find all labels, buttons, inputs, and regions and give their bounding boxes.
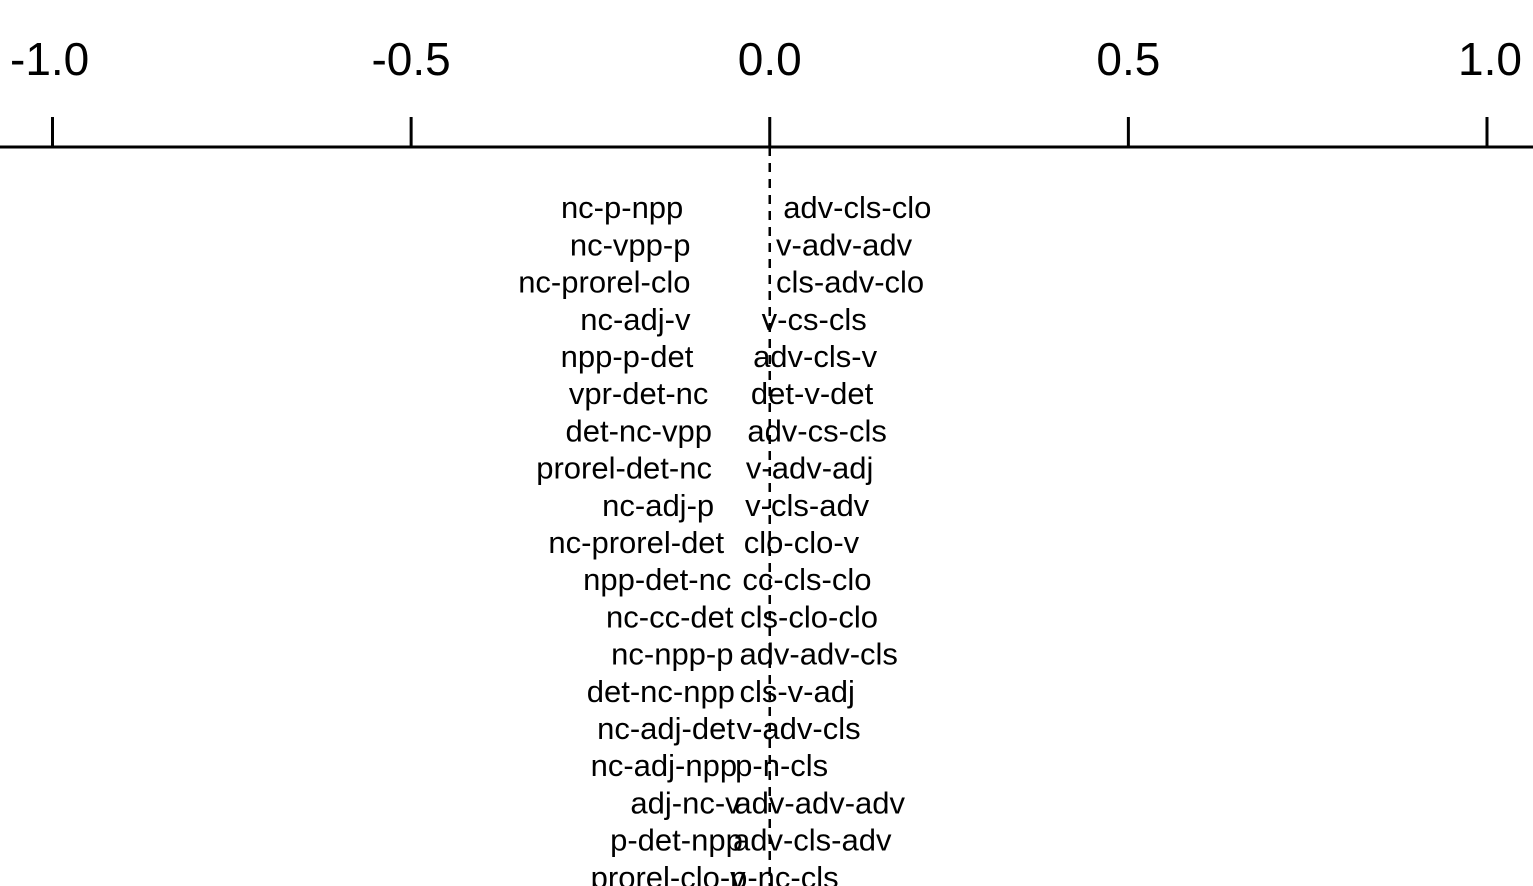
negative-word-label: npp-det-nc [583,562,731,597]
positive-word-label: adv-adv-adv [734,785,905,820]
negative-word-label: p-det-npp [610,823,743,858]
negative-labels: nc-p-nppnc-vpp-pnc-prorel-clonc-adj-vnpp… [518,190,746,886]
negative-word-label: nc-adj-v [580,302,691,337]
positive-word-label: cls-v-adj [739,674,854,709]
negative-word-label: prorel-det-nc [536,451,712,486]
x-tick-label: 0.0 [738,33,802,85]
x-axis-ticks: -1.0 -0.5 0.0 0.5 1.0 [10,33,1522,147]
x-tick-label: 0.5 [1096,33,1160,85]
positive-word-label: v-adv-adj [746,451,874,486]
positive-word-label: adv-adv-cls [739,637,898,672]
positive-word-label: adv-cls-adv [733,823,892,858]
positive-word-label: p-n-cls [735,748,828,783]
positive-word-label: v-cls-adv [745,488,870,523]
negative-word-label: det-nc-vpp [566,413,712,448]
positive-labels: adv-cls-clov-adv-advcls-adv-clov-cs-clsa… [730,190,931,886]
negative-word-label: nc-p-npp [561,190,683,225]
negative-word-label: nc-adj-p [602,488,714,523]
negative-word-label: nc-cc-det [606,599,734,634]
positive-word-label: cls-adv-clo [776,265,924,300]
positive-word-label: cc-cls-clo [742,562,871,597]
negative-word-label: nc-prorel-det [548,525,724,560]
negative-word-label: vpr-det-nc [569,376,709,411]
negative-word-label: nc-vpp-p [570,227,691,262]
negative-word-label: det-nc-npp [587,674,735,709]
positive-word-label: det-v-det [751,376,874,411]
negative-word-label: nc-npp-p [611,637,733,672]
positive-word-label: p-nc-cls [730,860,839,886]
x-tick-label: 1.0 [1458,33,1522,85]
positive-word-label: v-adv-adv [776,227,913,262]
x-tick-label: -1.0 [10,33,89,85]
negative-word-label: nc-prorel-clo [518,265,690,300]
negative-word-label: nc-adj-det [597,711,735,746]
negative-word-label: npp-p-det [561,339,694,374]
positive-word-label: v-cs-cls [762,302,867,337]
positive-word-label: adv-cs-cls [747,413,887,448]
x-tick-label: -0.5 [371,33,450,85]
positive-word-label: clo-clo-v [744,525,860,560]
positive-word-label: v-adv-cls [737,711,861,746]
positive-word-label: cls-clo-clo [740,599,878,634]
negative-word-label: nc-adj-npp [591,748,737,783]
negative-word-label: prorel-clo-v [591,860,747,886]
positive-word-label: adv-cls-clo [783,190,931,225]
positive-word-label: adv-cls-v [753,339,878,374]
negative-word-label: adj-nc-v [630,785,741,820]
